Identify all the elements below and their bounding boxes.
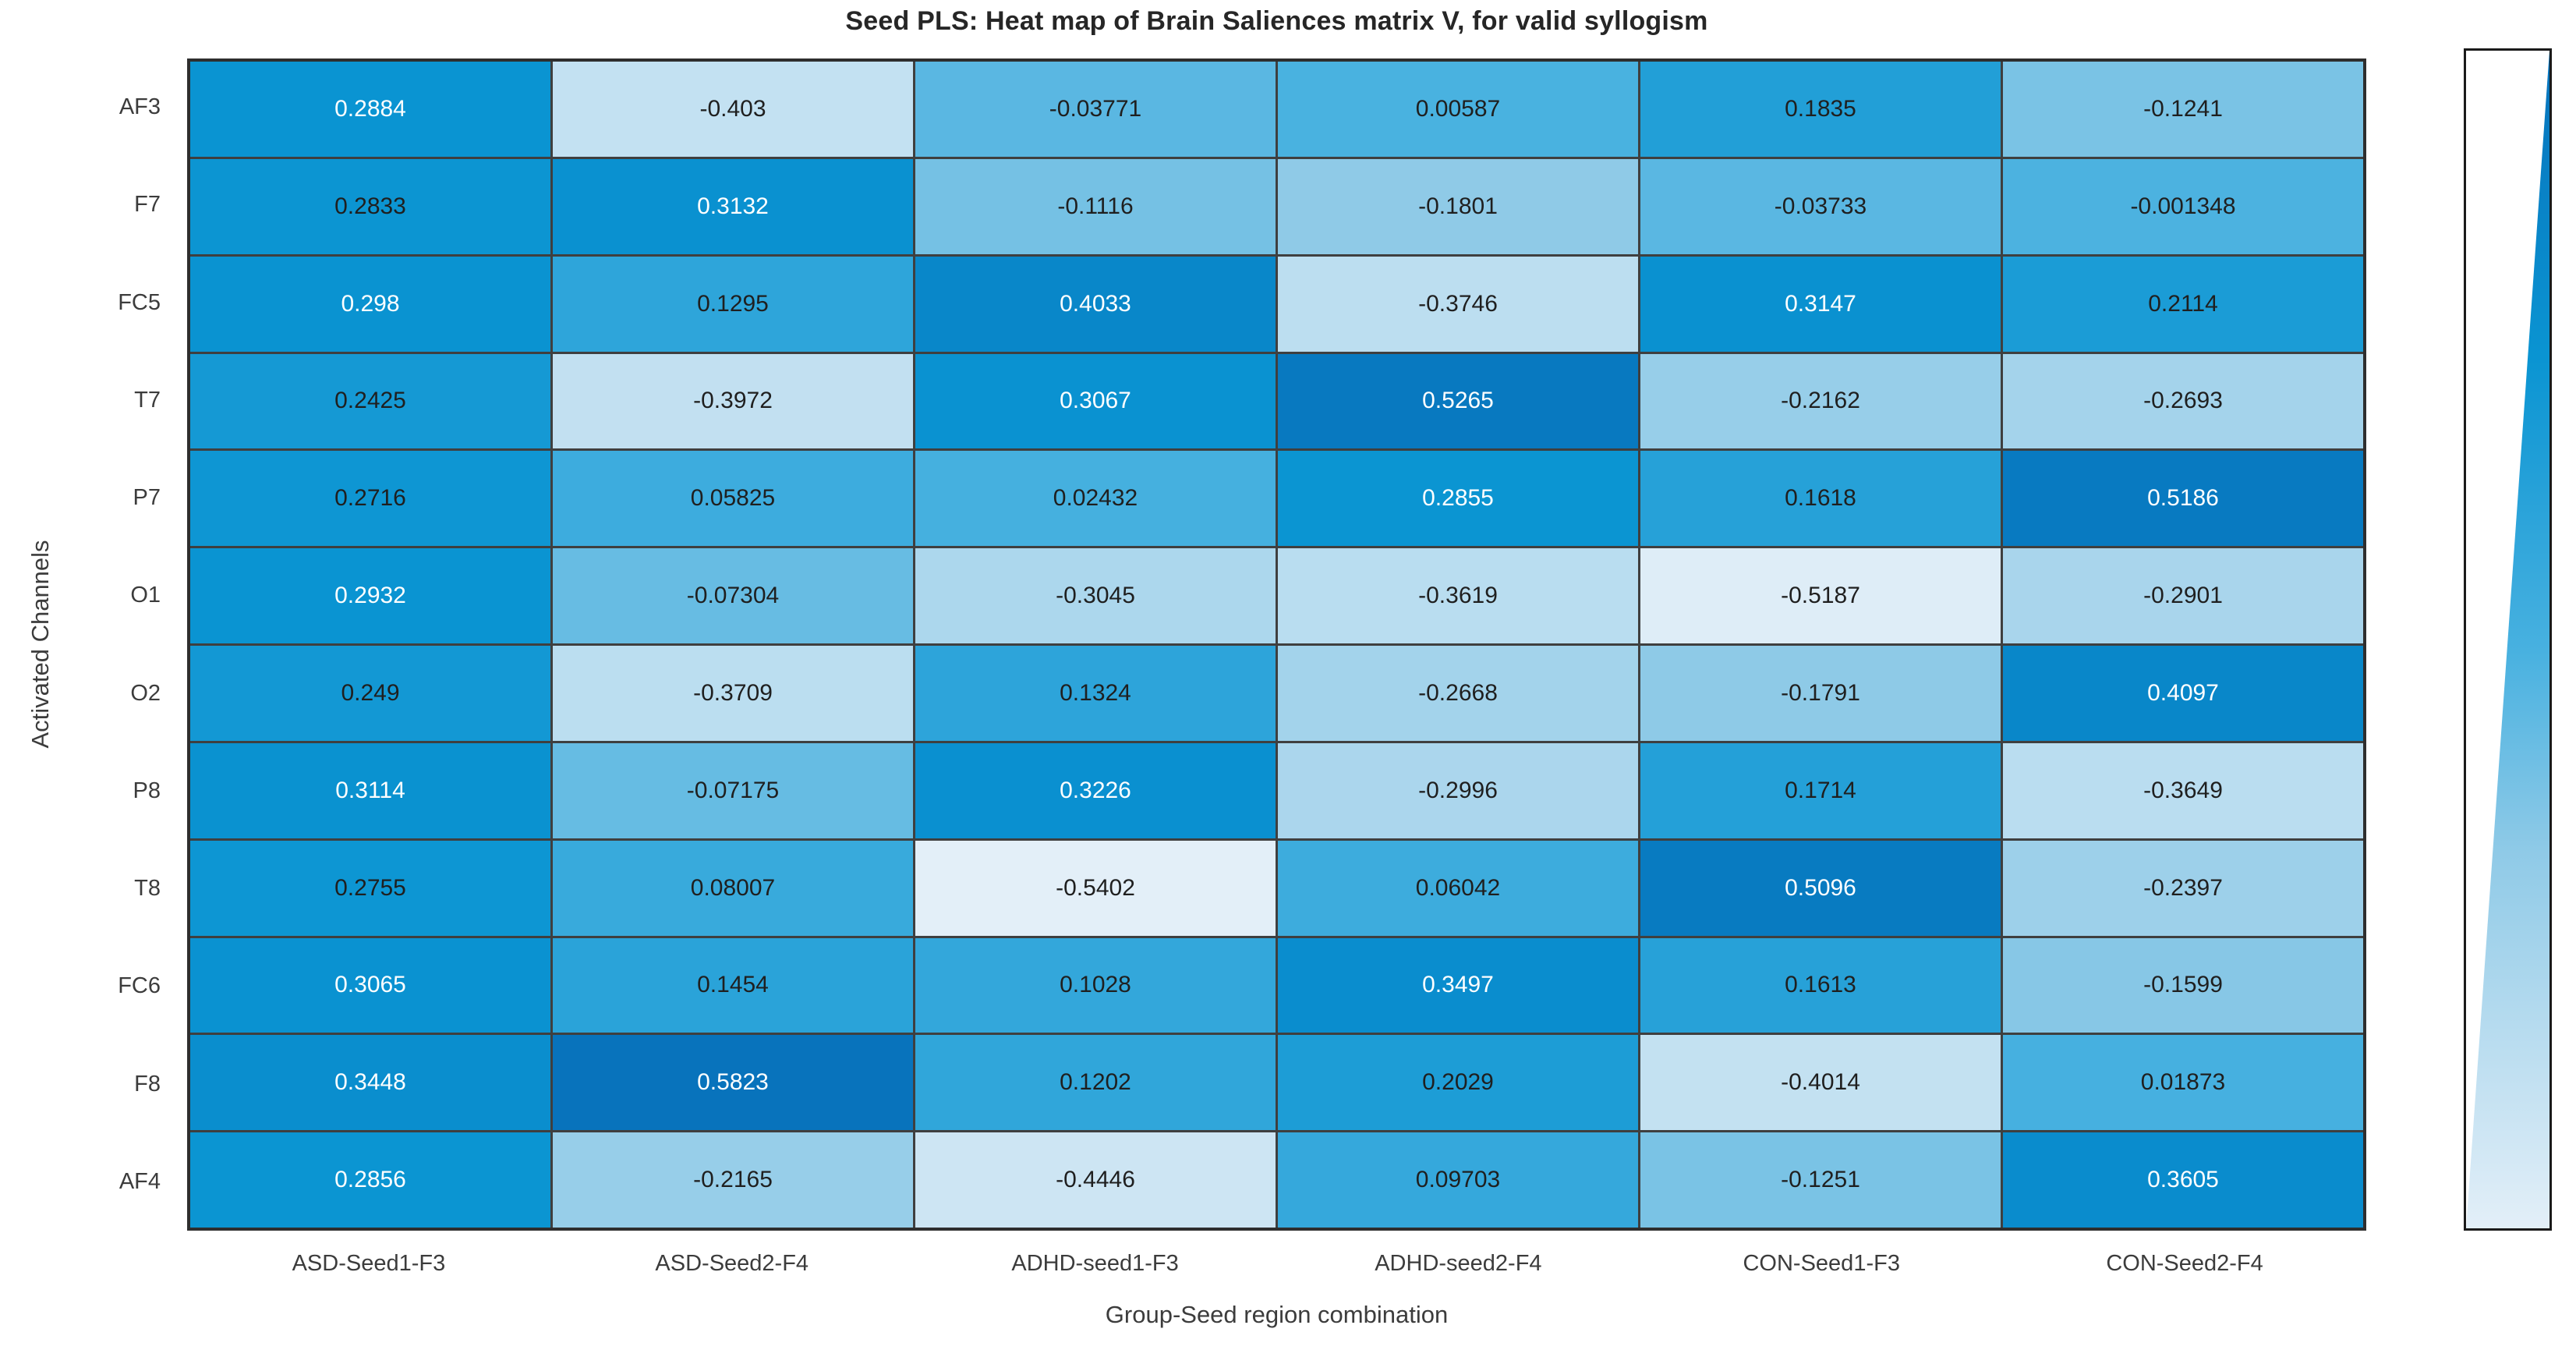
heatmap-cell: -0.1599 <box>2003 937 2363 1033</box>
y-tick-label: O2 <box>130 680 161 706</box>
heatmap-cell: 0.4097 <box>2003 646 2363 741</box>
heatmap-cell: 0.2114 <box>2003 256 2363 352</box>
heatmap-cell: 0.298 <box>190 256 550 352</box>
heatmap-cell: 0.00587 <box>1278 62 1638 157</box>
heatmap-cell: -0.1241 <box>2003 62 2363 157</box>
y-tick-label: T8 <box>134 876 161 902</box>
heatmap-cell: 0.1454 <box>553 937 913 1033</box>
heatmap-cell: 0.5823 <box>553 1035 913 1131</box>
heatmap-cell: -0.1801 <box>1278 158 1638 254</box>
heatmap-cell: 0.4033 <box>915 256 1276 352</box>
heatmap-cell: -0.2397 <box>2003 840 2363 936</box>
heatmap-cell: 0.2755 <box>190 840 550 936</box>
heatmap-cell: 0.1028 <box>915 937 1276 1033</box>
x-axis-tick-labels: ASD-Seed1-F3 ASD-Seed2-F4 ADHD-seed1-F3 ADH… <box>187 1242 2366 1285</box>
heatmap-cell: 0.2029 <box>1278 1035 1638 1131</box>
heatmap-cell: 0.2716 <box>190 451 550 547</box>
heatmap-cell: 0.3132 <box>553 158 913 254</box>
heatmap-cell: -0.3746 <box>1278 256 1638 352</box>
heatmap-cell: -0.3649 <box>2003 742 2363 838</box>
heatmap-cell: -0.2162 <box>1640 353 2001 449</box>
y-tick-label: F8 <box>134 1071 161 1097</box>
heatmap-cell: 0.2425 <box>190 353 550 449</box>
heatmap-cell: -0.3045 <box>915 548 1276 643</box>
heatmap-cell: 0.3448 <box>190 1035 550 1131</box>
heatmap-cell: -0.1251 <box>1640 1132 2001 1228</box>
heatmap-cell: 0.1835 <box>1640 62 2001 157</box>
x-tick-label: ADHD-seed2-F4 <box>1375 1250 1542 1276</box>
heatmap-grid: 0.2884 -0.403 -0.03771 0.00587 0.1835 -0.1241… <box>187 58 2366 1231</box>
heatmap-cell: -0.2901 <box>2003 548 2363 643</box>
heatmap-cell: 0.1202 <box>915 1035 1276 1131</box>
x-tick-label: ASD-Seed2-F4 <box>655 1250 809 1276</box>
heatmap-cell: 0.01873 <box>2003 1035 2363 1131</box>
heatmap-cell: 0.02432 <box>915 451 1276 547</box>
colorbar-wedge <box>2466 51 2549 1228</box>
y-tick-label: T7 <box>134 387 161 413</box>
heatmap-cell: -0.4014 <box>1640 1035 2001 1131</box>
heatmap-cell: -0.3619 <box>1278 548 1638 643</box>
heatmap-cell: -0.2693 <box>2003 353 2363 449</box>
heatmap-cell: 0.2833 <box>190 158 550 254</box>
heatmap-cell: -0.3709 <box>553 646 913 741</box>
heatmap-cell: 0.1613 <box>1640 937 2001 1033</box>
y-tick-label: P7 <box>133 485 161 511</box>
y-tick-label: O1 <box>130 583 161 608</box>
heatmap-cell: 0.2856 <box>190 1132 550 1228</box>
heatmap-cell: 0.5096 <box>1640 840 2001 936</box>
heatmap-cell: 0.2884 <box>190 62 550 157</box>
heatmap-cell: 0.3605 <box>2003 1132 2363 1228</box>
heatmap-cell: 0.2932 <box>190 548 550 643</box>
heatmap-cell: 0.1618 <box>1640 451 2001 547</box>
heatmap-cell: -0.5187 <box>1640 548 2001 643</box>
heatmap-cell: -0.07175 <box>553 742 913 838</box>
y-tick-label: P8 <box>133 778 161 803</box>
y-axis-tick-labels: AF3 F7 FC5 T7 P7 O1 O2 P8 T8 FC6 F8 AF4 <box>0 58 173 1231</box>
heatmap-cell: -0.03771 <box>915 62 1276 157</box>
y-tick-label: FC5 <box>118 289 161 315</box>
heatmap-cell: 0.3114 <box>190 742 550 838</box>
heatmap-cell: -0.5402 <box>915 840 1276 936</box>
heatmap-cell: -0.2996 <box>1278 742 1638 838</box>
heatmap-cell: 0.249 <box>190 646 550 741</box>
heatmap-cell: -0.1791 <box>1640 646 2001 741</box>
heatmap-cell: 0.5265 <box>1278 353 1638 449</box>
heatmap-cell: 0.08007 <box>553 840 913 936</box>
heatmap-cell: -0.2165 <box>553 1132 913 1228</box>
heatmap-cell: 0.05825 <box>553 451 913 547</box>
heatmap-cell: -0.4446 <box>915 1132 1276 1228</box>
heatmap-cell: 0.3497 <box>1278 937 1638 1033</box>
y-tick-label: AF3 <box>119 94 161 120</box>
y-tick-label: AF4 <box>119 1168 161 1194</box>
heatmap-cell: -0.001348 <box>2003 158 2363 254</box>
x-tick-label: ASD-Seed1-F3 <box>292 1250 446 1276</box>
heatmap-cell: -0.3972 <box>553 353 913 449</box>
y-tick-label: F7 <box>134 192 161 218</box>
x-tick-label: ADHD-seed1-F3 <box>1011 1250 1179 1276</box>
heatmap-cell: 0.5186 <box>2003 451 2363 547</box>
heatmap-cell: 0.09703 <box>1278 1132 1638 1228</box>
heatmap-cell: 0.1714 <box>1640 742 2001 838</box>
heatmap-cell: 0.2855 <box>1278 451 1638 547</box>
y-tick-label: FC6 <box>118 973 161 999</box>
heatmap-cell: -0.403 <box>553 62 913 157</box>
x-axis-label: Group-Seed region combination <box>1105 1301 1449 1328</box>
heatmap-cell: 0.3065 <box>190 937 550 1033</box>
heatmap-cell: -0.2668 <box>1278 646 1638 741</box>
chart-title: Seed PLS: Heat map of Brain Saliences ma… <box>845 6 1708 36</box>
heatmap-cell: -0.03733 <box>1640 158 2001 254</box>
heatmap-cell: 0.1295 <box>553 256 913 352</box>
heatmap-cell: 0.1324 <box>915 646 1276 741</box>
heatmap-cell: -0.1116 <box>915 158 1276 254</box>
heatmap-cell: 0.3226 <box>915 742 1276 838</box>
heatmap-cell: -0.07304 <box>553 548 913 643</box>
colorbar <box>2464 48 2552 1231</box>
heatmap-cell: 0.3147 <box>1640 256 2001 352</box>
x-tick-label: CON-Seed2-F4 <box>2106 1250 2263 1276</box>
heatmap-cell: 0.3067 <box>915 353 1276 449</box>
x-tick-label: CON-Seed1-F3 <box>1743 1250 1900 1276</box>
heatmap-cell: 0.06042 <box>1278 840 1638 936</box>
